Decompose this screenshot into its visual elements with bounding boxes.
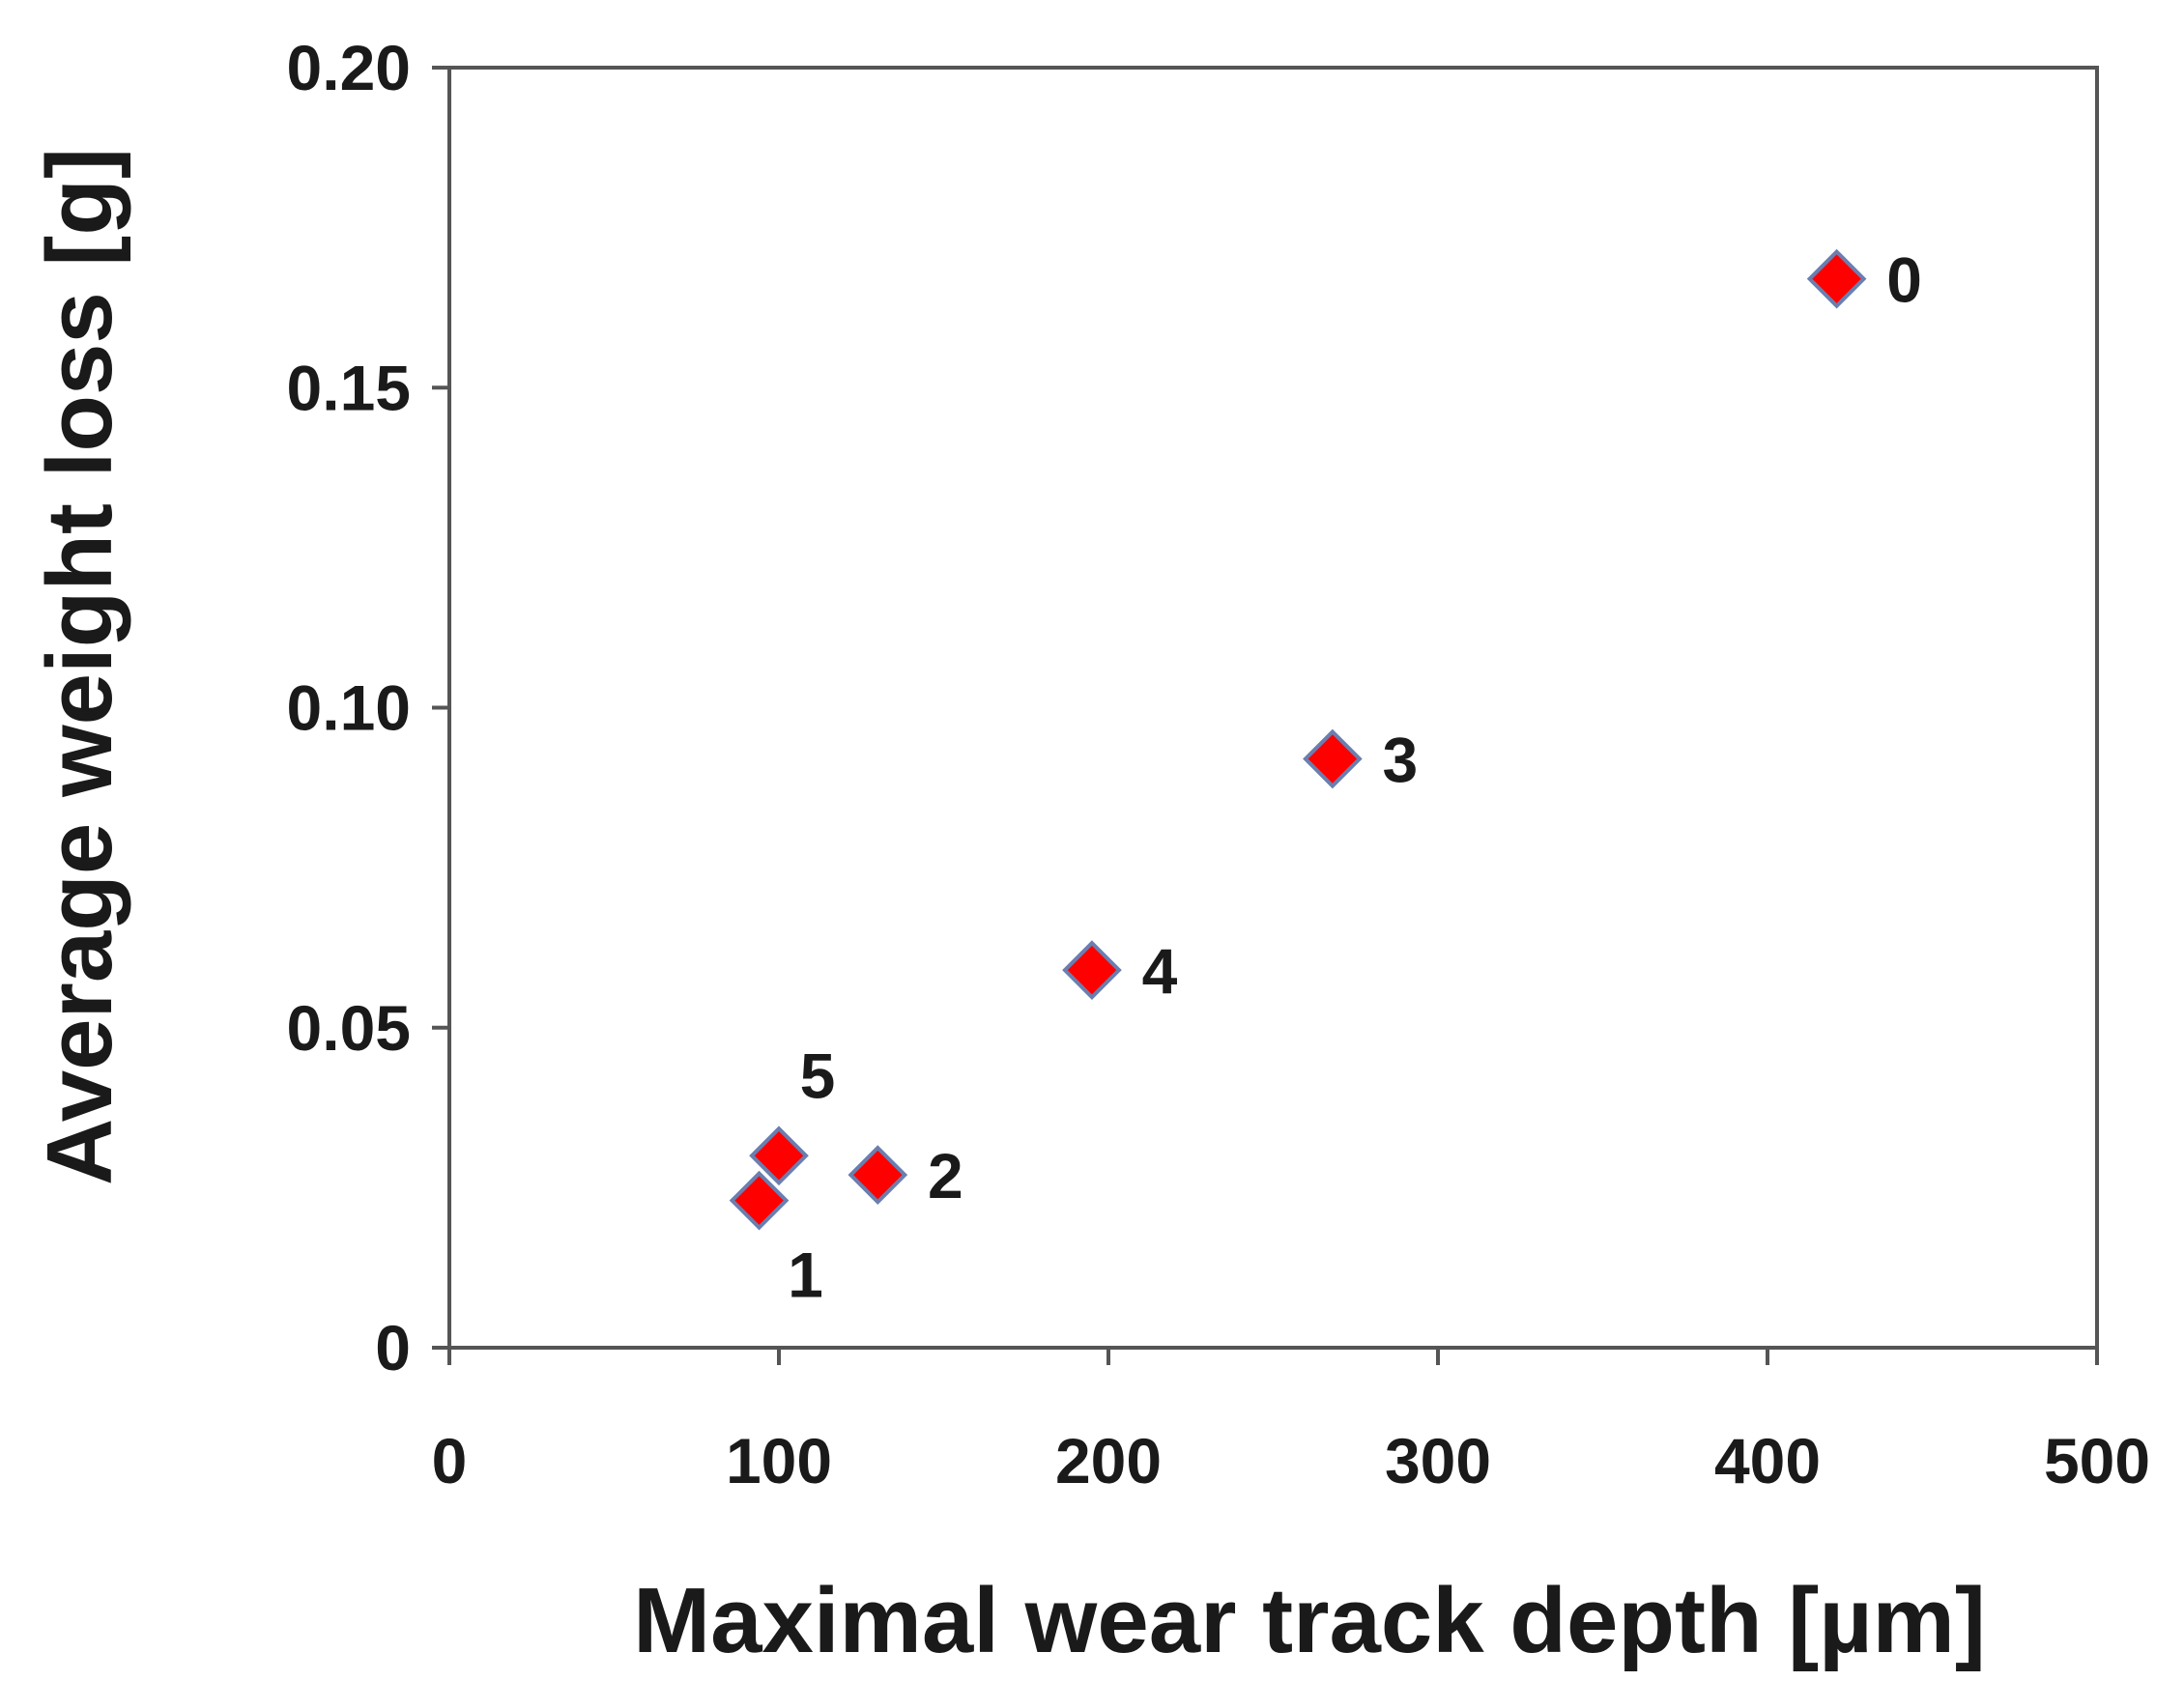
data-label-0: 0 <box>1886 244 1922 316</box>
data-point-4 <box>1062 940 1122 1000</box>
data-label-1: 1 <box>788 1239 823 1311</box>
y-tick-label: 0.15 <box>287 352 411 423</box>
y-tick-label: 0 <box>375 1312 411 1383</box>
x-tick-label: 100 <box>726 1425 832 1496</box>
x-axis: 0 100 200 300 400 500 <box>432 1348 2150 1496</box>
plot-area-frame <box>447 66 2099 1350</box>
x-axis-title: Maximal wear track depth [µm] <box>633 1569 1986 1672</box>
data-points: 0 3 4 5 2 1 <box>729 244 1922 1311</box>
data-point-1 <box>729 1170 790 1231</box>
data-label-4: 4 <box>1142 935 1178 1007</box>
y-tick-label: 0.20 <box>287 32 411 103</box>
data-point-5 <box>749 1125 809 1186</box>
x-tick-label: 0 <box>432 1425 468 1496</box>
y-axis: 0 0.05 0.10 0.15 0.20 <box>287 32 449 1383</box>
x-tick-label: 200 <box>1055 1425 1162 1496</box>
data-point-0 <box>1806 248 1867 309</box>
data-label-5: 5 <box>800 1040 836 1111</box>
data-label-3: 3 <box>1383 725 1419 796</box>
y-axis-title: Average weight loss [g] <box>28 148 131 1185</box>
x-tick-label: 500 <box>2044 1425 2150 1496</box>
data-point-3 <box>1303 728 1363 789</box>
data-label-2: 2 <box>928 1140 963 1211</box>
y-tick-label: 0.05 <box>287 992 411 1064</box>
x-tick-label: 400 <box>1714 1425 1821 1496</box>
y-tick-label: 0.10 <box>287 672 411 744</box>
data-point-2 <box>848 1145 908 1205</box>
x-tick-label: 300 <box>1385 1425 1491 1496</box>
